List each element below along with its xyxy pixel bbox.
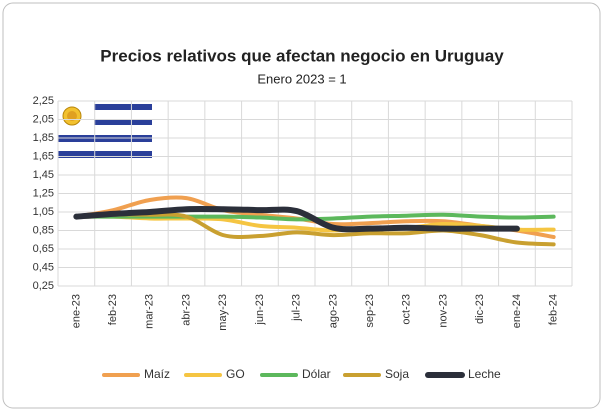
x-tick-label: jul-23 [291, 294, 303, 322]
y-tick-label: 0,45 [33, 261, 54, 273]
y-tick-label: 2,05 [33, 113, 54, 125]
y-tick-label: 1,25 [33, 187, 54, 199]
frame [2, 2, 601, 409]
y-tick-label: 1,85 [33, 132, 54, 144]
legend-label: Leche [468, 367, 501, 381]
chart-title: Precios relativos que afectan negocio en… [100, 46, 504, 65]
y-tick-label: 0,25 [33, 280, 54, 292]
y-tick-label: 0,65 [33, 243, 54, 255]
x-tick-label: nov-23 [437, 294, 449, 328]
chart-subtitle: Enero 2023 = 1 [257, 71, 346, 86]
x-tick-label: oct-23 [401, 294, 413, 325]
x-tick-label: feb-24 [548, 294, 560, 325]
series-line [73, 205, 520, 233]
y-tick-label: 0,85 [33, 224, 54, 236]
x-tick-label: ene-24 [511, 294, 523, 328]
legend-label: Soja [385, 367, 409, 381]
y-tick-label: 1,65 [33, 150, 54, 162]
x-tick-label: may-23 [217, 294, 229, 331]
x-tick-label: mar-23 [144, 294, 156, 329]
x-tick-label: abr-23 [180, 294, 192, 326]
legend-label: GO [226, 367, 245, 381]
y-tick-label: 1,45 [33, 169, 54, 181]
legend-label: Maíz [144, 367, 170, 381]
x-tick-label: ene-23 [70, 294, 82, 328]
x-tick-label: sep-23 [364, 294, 376, 328]
x-tick-label: feb-23 [107, 294, 119, 325]
x-tick-label: ago-23 [327, 294, 339, 328]
legend-label: Dólar [302, 367, 331, 381]
y-tick-label: 2,25 [33, 95, 54, 107]
x-tick-label: jun-23 [254, 294, 266, 326]
x-tick-label: dic-23 [474, 294, 486, 324]
y-tick-label: 1,05 [33, 206, 54, 218]
